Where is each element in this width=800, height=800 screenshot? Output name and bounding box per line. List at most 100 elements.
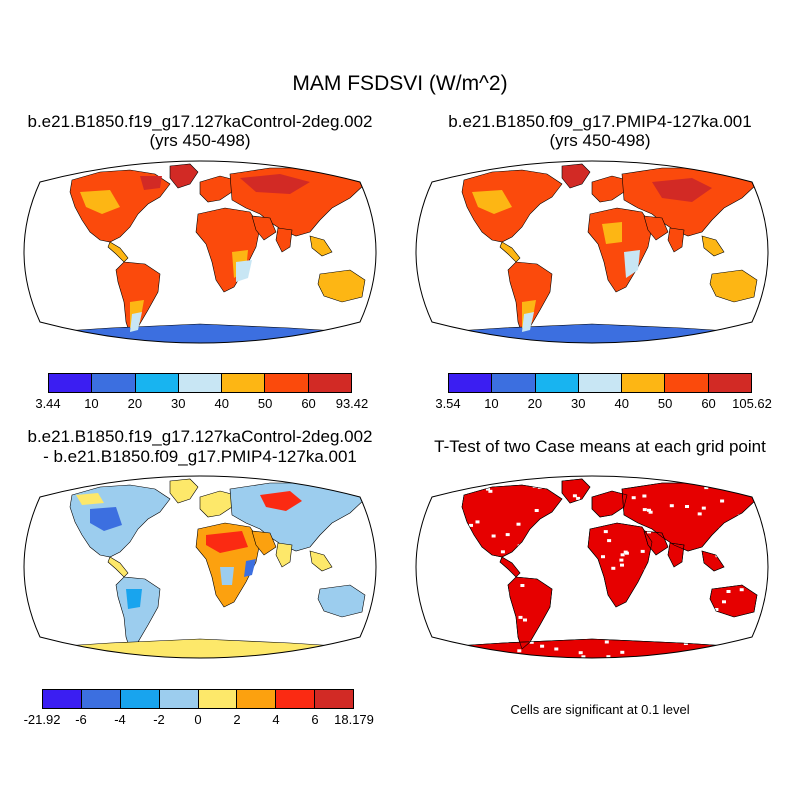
colorbar-swatch [43, 690, 82, 708]
insignificant-cell [484, 481, 489, 485]
insignificant-cell [591, 522, 596, 526]
colorbar-tick-label: 10 [84, 396, 99, 411]
colorbar-swatch [135, 374, 179, 392]
insignificant-cell [651, 610, 656, 614]
insignificant-cell [472, 620, 476, 624]
insignificant-cell [715, 554, 720, 558]
insignificant-cell [486, 487, 490, 491]
continent-northAmerica [461, 169, 563, 243]
insignificant-cell [649, 594, 654, 598]
insignificant-cell [640, 549, 645, 553]
colorbar-swatch [578, 374, 623, 392]
continent-greenland [169, 163, 199, 189]
insignificant-cell [661, 593, 666, 597]
insignificant-cell [566, 577, 571, 581]
colorbar-pmip4 [448, 373, 752, 393]
insignificant-cell [574, 521, 579, 525]
coastline [667, 542, 685, 568]
insignificant-cell [620, 553, 625, 557]
globe-outline [23, 475, 377, 659]
panel2-subtitle: (yrs 450-498) [549, 131, 651, 150]
insignificant-cell [475, 520, 480, 524]
map-panel-control [23, 160, 377, 344]
continent-seAsia [309, 550, 333, 572]
colorbar-swatch [492, 374, 536, 392]
continent-india [275, 542, 293, 568]
insignificant-cell [684, 605, 689, 609]
insignificant-cell [469, 523, 473, 527]
insignificant-cell [561, 500, 566, 504]
insignificant-cell [457, 644, 462, 647]
insignificant-cell [728, 632, 733, 636]
colorbar-swatch [120, 690, 160, 708]
insignificant-cell [576, 558, 581, 562]
insignificant-cell [456, 636, 461, 640]
colorbar-tick-label: 0 [194, 712, 202, 727]
insignificant-cell [674, 595, 679, 599]
continent-australia [709, 269, 758, 303]
continent-arabia [643, 215, 669, 241]
colorbar-tick-label: 3.44 [35, 396, 61, 411]
insignificant-cell [518, 615, 523, 619]
insignificant-cell [635, 627, 640, 630]
insignificant-cell [606, 655, 611, 658]
insignificant-cell [590, 490, 595, 494]
insignificant-cell [620, 563, 624, 567]
continent-seAsia [309, 235, 333, 257]
panel2-title: b.e21.B1850.f09_g17.PMIP4-127ka.001 [448, 112, 752, 131]
insignificant-cell [672, 618, 677, 622]
insignificant-cell [560, 570, 565, 574]
insignificant-cell [470, 559, 475, 563]
globe-outline [23, 160, 377, 344]
colorbar-swatch [178, 374, 223, 392]
colorbar-tick-label: 20 [527, 396, 543, 411]
insignificant-cell [505, 533, 510, 537]
colorbar-swatch [315, 690, 353, 708]
insignificant-cell [572, 628, 577, 632]
insignificant-cell [697, 512, 702, 516]
insignificant-cell [585, 554, 589, 557]
continent-india [667, 227, 685, 253]
colorbar-swatch [535, 374, 579, 392]
insignificant-cell [647, 508, 651, 512]
insignificant-cell [474, 608, 479, 612]
colorbar-tick-label: 50 [657, 396, 673, 411]
continent-india [275, 227, 293, 253]
colorbar-swatch [449, 374, 493, 392]
insignificant-cell [488, 489, 493, 493]
insignificant-cell [578, 634, 582, 638]
insignificant-cell [688, 553, 693, 557]
insignificant-cell [520, 584, 525, 587]
colorbar-tick-label: -21.92 [23, 712, 61, 727]
colorbar-swatch [665, 374, 709, 392]
insignificant-cell [720, 499, 725, 503]
insignificant-cell [718, 527, 723, 531]
continent-arabia [251, 215, 277, 241]
insignificant-cell [591, 604, 596, 608]
insignificant-cell [587, 525, 592, 529]
insignificant-cell [623, 550, 628, 554]
shading-region [130, 312, 142, 332]
insignificant-cell [561, 520, 566, 524]
insignificant-cell [443, 549, 448, 553]
insignificant-cell [486, 654, 491, 658]
insignificant-cell [572, 494, 577, 498]
insignificant-cell [648, 510, 653, 514]
insignificant-cell [516, 522, 521, 526]
continent-europe [199, 175, 236, 203]
insignificant-cell [460, 655, 465, 658]
colorbar-tick-label: 18.179 [334, 712, 374, 727]
insignificant-cell [452, 543, 457, 547]
continent-australia [317, 269, 366, 303]
colorbar-control [48, 373, 352, 393]
insignificant-cell [459, 518, 464, 521]
coastline [439, 638, 745, 658]
coastline [561, 478, 591, 504]
shading-region [236, 260, 252, 282]
continent-africa [195, 207, 261, 293]
insignificant-cell [643, 568, 648, 572]
continent-arabia [251, 530, 277, 556]
insignificant-cell [448, 545, 453, 549]
panel3-title: b.e21.B1850.f19_g17.127kaControl-2deg.00… [27, 427, 373, 446]
colorbar-tick-label: 60 [301, 396, 316, 411]
